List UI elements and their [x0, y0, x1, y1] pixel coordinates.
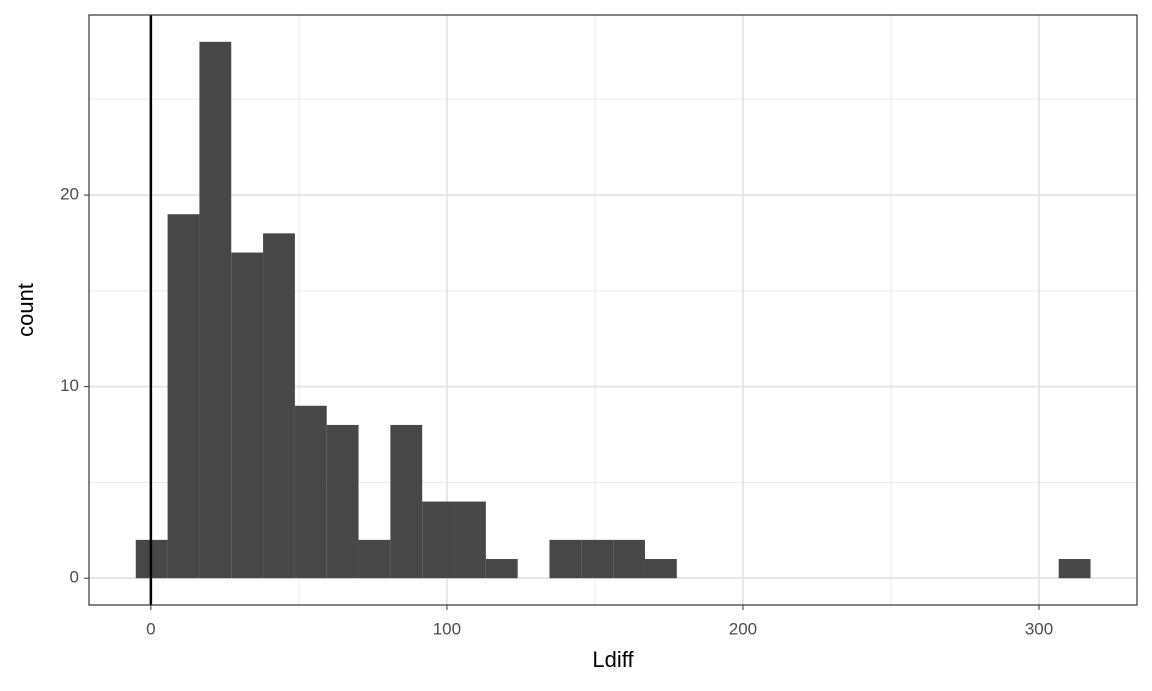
- bar: [390, 424, 423, 579]
- x-tick-label: 200: [729, 619, 757, 638]
- bar: [422, 501, 455, 579]
- y-tick-label: 0: [70, 568, 79, 587]
- bar: [1058, 559, 1091, 579]
- x-tick-label: 300: [1025, 619, 1053, 638]
- bar: [549, 539, 582, 579]
- bar: [294, 405, 327, 579]
- x-tick-label: 0: [146, 619, 155, 638]
- y-tick-label: 20: [60, 185, 79, 204]
- bar: [485, 559, 518, 579]
- bar: [454, 501, 486, 579]
- bar: [326, 424, 359, 579]
- panel-border: [88, 14, 1138, 606]
- bar: [199, 41, 232, 579]
- bar: [358, 539, 391, 579]
- bar: [231, 252, 264, 579]
- bar: [581, 539, 614, 579]
- y-tick-label: 10: [60, 376, 79, 395]
- bar: [167, 214, 200, 579]
- y-axis-title: count: [13, 283, 38, 337]
- x-tick-label: 100: [433, 619, 461, 638]
- bar: [644, 559, 677, 579]
- bar: [613, 539, 645, 579]
- bar: [263, 233, 295, 579]
- x-axis-title: Ldiff: [592, 647, 634, 672]
